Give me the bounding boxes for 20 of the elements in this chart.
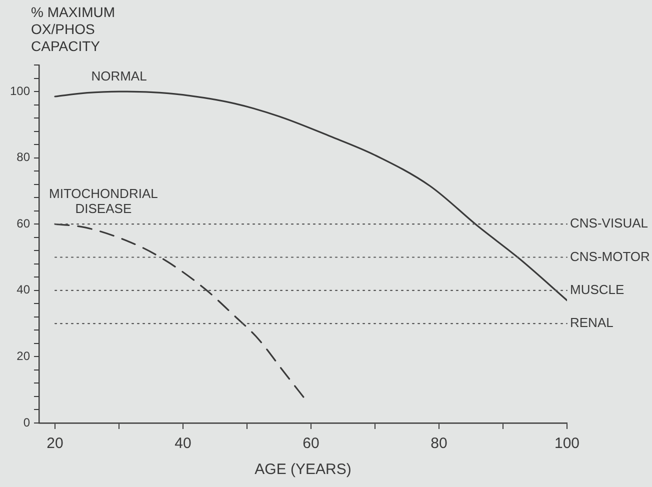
ref-line-label: CNS-VISUAL [570,216,648,231]
line-series [54,223,307,401]
x-tick-label: 60 [302,435,320,452]
series-label: MITOCHONDRIAL DISEASE [49,186,158,216]
y-tick-label: 40 [16,282,30,297]
series-label: NORMAL [91,68,147,84]
x-tick-label: 20 [46,435,64,452]
y-tick-label: 100 [10,84,30,98]
ref-line-label: RENAL [570,315,614,330]
x-axis-title: AGE (YEARS) [254,461,352,478]
ref-line-label: CNS-MOTOR [570,248,650,264]
y-axis-title: % MAXIMUM OX/PHOS CAPACITY [31,4,116,55]
y-tick-label: 80 [16,150,30,164]
x-tick-label: 40 [174,435,192,452]
y-tick-label: 0 [23,415,30,430]
x-tick-label: 100 [554,435,580,452]
y-tick-label: 20 [16,349,30,364]
y-tick-label: 60 [16,216,30,230]
x-tick-label: 80 [430,435,448,452]
ref-line-label: MUSCLE [570,282,625,297]
